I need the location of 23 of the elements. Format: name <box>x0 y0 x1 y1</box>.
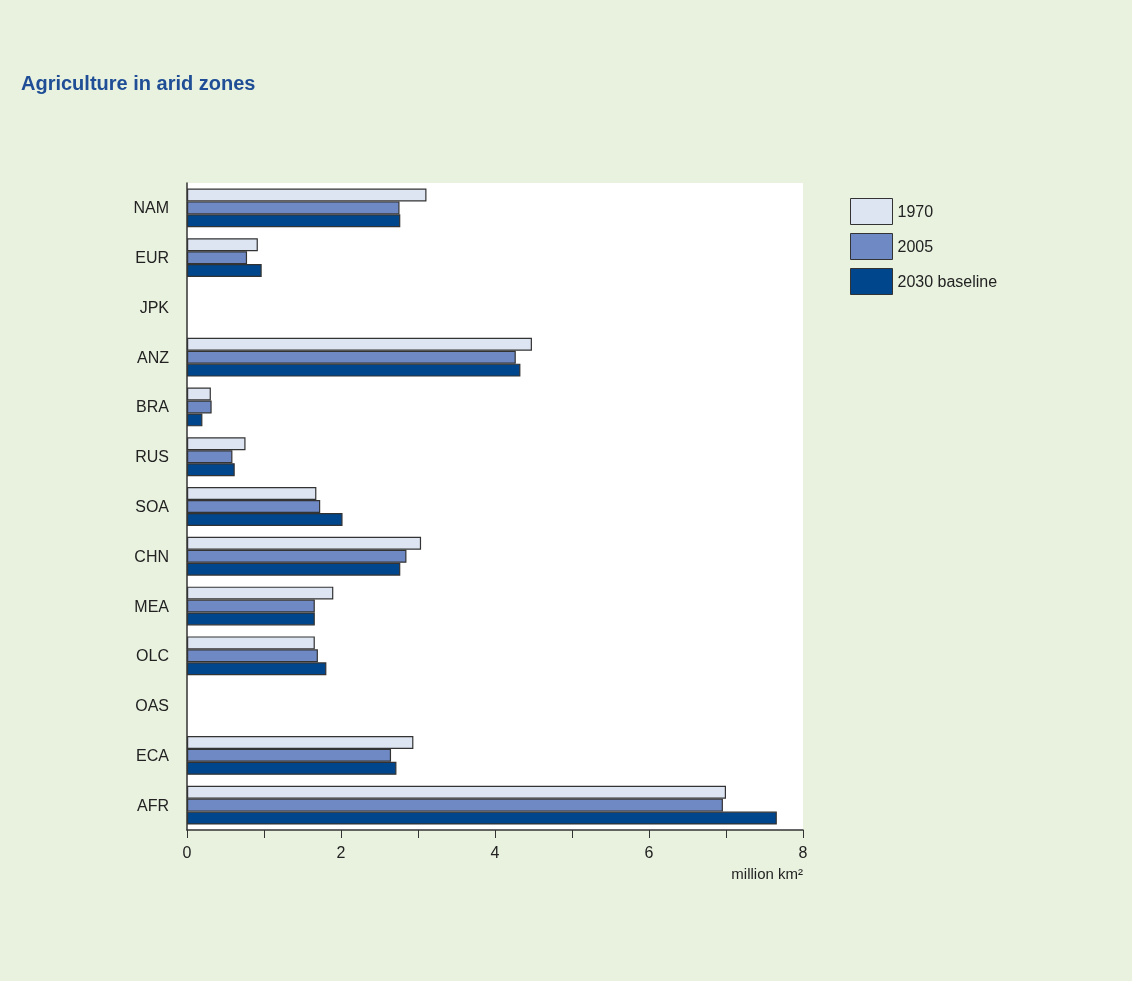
y-tick-label: EUR <box>135 249 169 267</box>
y-tick-label: RUS <box>135 448 169 466</box>
y-tick-label: AFR <box>137 796 169 814</box>
y-tick-label: OAS <box>135 697 169 715</box>
y-tick-label: MEA <box>134 597 170 615</box>
legend-label: 2005 <box>897 238 934 255</box>
x-tick-label: 8 <box>798 843 808 861</box>
chart-title: Agriculture in arid zones <box>21 72 256 94</box>
y-tick-label: BRA <box>136 398 170 416</box>
y-tick-label: ANZ <box>137 348 170 366</box>
x-tick-label: 4 <box>490 843 500 861</box>
y-tick-label: JPK <box>139 298 170 316</box>
y-tick-label: NAM <box>133 199 169 217</box>
x-tick-label: 6 <box>644 843 654 861</box>
y-tick-label: OLC <box>136 647 169 665</box>
y-tick-label: SOA <box>135 498 170 515</box>
y-tick-label: ECA <box>136 746 170 764</box>
x-tick-label: 0 <box>182 843 192 861</box>
x-axis-title: million km² <box>731 865 803 882</box>
y-tick-label: CHN <box>134 547 169 565</box>
legend-label: 1970 <box>897 203 934 220</box>
x-tick-label: 2 <box>336 843 346 861</box>
legend-label: 2030 baseline <box>897 273 998 290</box>
